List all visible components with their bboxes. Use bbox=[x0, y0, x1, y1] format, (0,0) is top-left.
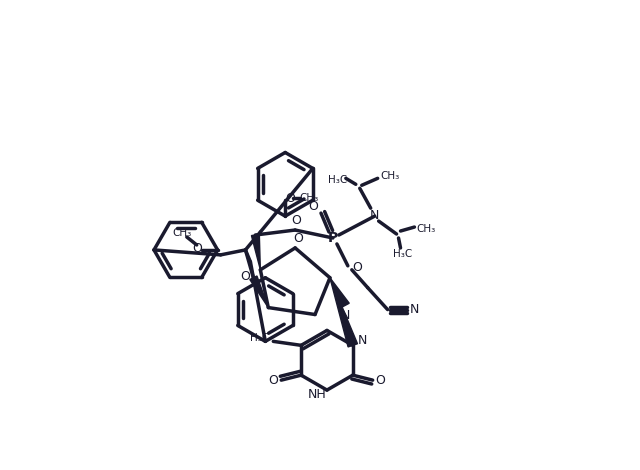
Text: CH₃: CH₃ bbox=[172, 228, 191, 238]
Text: H₃C: H₃C bbox=[393, 249, 412, 259]
Polygon shape bbox=[252, 235, 260, 270]
Polygon shape bbox=[250, 276, 268, 307]
Text: P: P bbox=[328, 231, 338, 245]
Text: N: N bbox=[358, 334, 367, 347]
Text: NH: NH bbox=[308, 388, 326, 400]
Text: H₃C: H₃C bbox=[250, 333, 269, 344]
Text: O: O bbox=[192, 243, 202, 255]
Text: O: O bbox=[285, 192, 295, 205]
Text: O: O bbox=[376, 374, 385, 387]
Text: CH₃: CH₃ bbox=[417, 224, 436, 234]
Text: N: N bbox=[341, 309, 351, 322]
Text: H₃C: H₃C bbox=[328, 175, 348, 185]
Text: N: N bbox=[370, 209, 380, 222]
Polygon shape bbox=[330, 278, 358, 347]
Text: O: O bbox=[241, 270, 250, 283]
Text: CH₃: CH₃ bbox=[380, 172, 399, 181]
Text: O: O bbox=[291, 213, 301, 227]
Text: O: O bbox=[293, 233, 303, 245]
Text: CH₃: CH₃ bbox=[300, 193, 319, 203]
Polygon shape bbox=[330, 278, 349, 308]
Text: O: O bbox=[308, 200, 318, 212]
Text: O: O bbox=[268, 374, 278, 387]
Text: N: N bbox=[410, 303, 419, 316]
Text: O: O bbox=[352, 261, 362, 274]
